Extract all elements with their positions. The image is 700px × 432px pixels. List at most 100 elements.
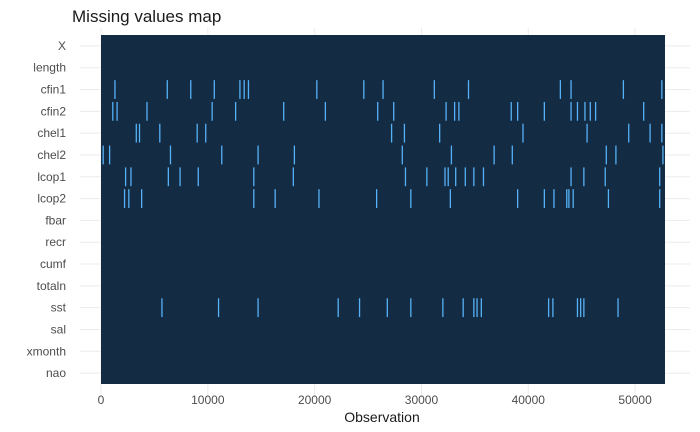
plot-area xyxy=(101,35,665,384)
missing-value-mark xyxy=(576,101,579,121)
missing-value-mark xyxy=(324,101,327,121)
missing-value-mark xyxy=(130,167,132,187)
missing-value-mark xyxy=(390,123,393,143)
missing-value-mark xyxy=(213,80,215,99)
y-tick-label: xmonth xyxy=(27,344,66,358)
y-tick-label: cumf xyxy=(40,257,67,271)
missing-value-mark xyxy=(377,101,379,121)
y-tick-label: X xyxy=(58,39,66,53)
missing-value-mark xyxy=(217,298,220,318)
missing-value-mark xyxy=(135,123,137,143)
missing-value-mark xyxy=(257,145,259,165)
missing-value-mark xyxy=(401,145,403,165)
missing-value-mark xyxy=(570,101,572,121)
missing-value-mark xyxy=(617,298,619,318)
y-tick-label: nao xyxy=(46,366,66,380)
missing-value-mark xyxy=(179,167,181,187)
missing-value-mark xyxy=(552,298,554,318)
missing-value-mark xyxy=(476,298,478,318)
missing-value-mark xyxy=(161,298,163,318)
missing-value-mark xyxy=(449,189,451,208)
missing-value-mark xyxy=(444,167,446,187)
missing-value-mark xyxy=(568,189,570,208)
missing-value-mark xyxy=(211,101,213,121)
x-axis-label: Observation xyxy=(344,409,419,425)
missing-value-mark xyxy=(318,189,320,208)
missing-value-mark xyxy=(243,80,245,99)
missing-value-mark xyxy=(480,298,482,318)
missing-value-mark xyxy=(292,167,294,187)
missing-value-mark xyxy=(510,101,512,121)
missing-value-mark xyxy=(442,298,444,318)
missing-value-mark xyxy=(197,167,199,187)
y-tick-label: cfin2 xyxy=(41,104,67,118)
missing-value-mark xyxy=(464,167,466,187)
missing-value-mark xyxy=(167,167,169,187)
missing-value-mark xyxy=(196,123,198,143)
y-tick-label: recr xyxy=(45,235,66,249)
missing-value-mark xyxy=(482,167,485,187)
missing-value-mark xyxy=(628,123,630,143)
missing-value-mark xyxy=(108,145,111,165)
y-tick-label: lcop2 xyxy=(37,192,66,206)
missing-value-mark xyxy=(493,145,495,165)
missing-value-mark xyxy=(453,101,456,121)
missing-value-mark xyxy=(516,101,519,121)
missing-value-mark xyxy=(426,167,428,187)
x-axis-tick-labels: 0 10000 20000 30000 40000 50000 xyxy=(98,393,652,407)
missing-value-mark xyxy=(566,189,568,208)
x-tick-label: 20000 xyxy=(298,393,332,407)
missing-value-mark xyxy=(570,167,572,187)
missing-value-mark xyxy=(124,167,127,187)
missing-value-mark xyxy=(659,189,661,208)
x-tick-label: 10000 xyxy=(191,393,225,407)
missing-value-mark xyxy=(553,189,555,208)
missing-value-mark xyxy=(337,298,339,318)
missing-value-mark xyxy=(559,80,562,99)
missing-value-mark xyxy=(615,145,617,165)
missing-value-mark xyxy=(293,145,296,165)
missing-value-mark xyxy=(166,80,168,99)
missing-value-mark xyxy=(473,167,475,187)
missing-value-mark xyxy=(594,101,597,121)
missing-value-mark xyxy=(239,80,241,99)
x-tick-label: 0 xyxy=(98,393,105,407)
missing-value-mark xyxy=(605,145,607,165)
missing-value-mark xyxy=(221,145,223,165)
missing-value-mark xyxy=(316,80,318,99)
missing-value-mark xyxy=(583,167,585,187)
missing-value-mark xyxy=(547,298,550,318)
missing-value-mark xyxy=(622,80,625,99)
missing-value-mark xyxy=(607,189,610,208)
missing-value-mark xyxy=(576,298,579,318)
missing-value-mark xyxy=(661,80,663,99)
missing-value-mark xyxy=(114,80,116,99)
missing-value-mark xyxy=(473,298,475,318)
missing-value-mark xyxy=(140,189,143,208)
missing-value-mark xyxy=(363,80,365,99)
missing-value-mark xyxy=(123,189,126,208)
missing-value-mark xyxy=(205,123,207,143)
missing-value-mark xyxy=(146,101,148,121)
missing-value-mark xyxy=(643,101,645,121)
missing-value-mark xyxy=(410,189,412,208)
missing-value-mark xyxy=(522,123,524,143)
y-tick-label: fbar xyxy=(45,213,66,227)
y-tick-label: sst xyxy=(51,301,67,315)
missing-value-mark xyxy=(234,101,237,121)
missing-value-mark xyxy=(661,123,663,143)
missing-value-mark xyxy=(445,101,447,121)
missing-value-mark xyxy=(543,189,545,208)
y-tick-label: chel1 xyxy=(37,126,66,140)
missing-value-mark xyxy=(116,101,118,121)
missing-value-mark xyxy=(450,145,453,165)
chart-title: Missing values map xyxy=(72,7,221,26)
missing-value-mark xyxy=(570,80,572,99)
missing-value-mark xyxy=(112,101,114,121)
missing-value-mark xyxy=(393,101,395,121)
missing-value-mark xyxy=(659,167,661,187)
missing-value-mark xyxy=(159,123,161,143)
missing-value-mark xyxy=(247,80,250,99)
